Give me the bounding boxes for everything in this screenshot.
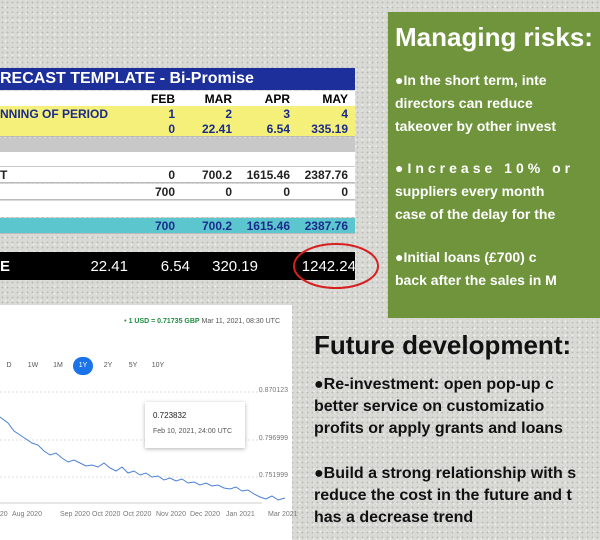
x-label: Sep 2020 xyxy=(60,511,90,518)
tooltip-date: Feb 10, 2021, 24:00 UTC xyxy=(153,428,232,435)
tooltip-value: 0.723832 xyxy=(153,411,187,420)
blank-row xyxy=(0,201,355,217)
y-label: 0.870123 xyxy=(258,387,288,394)
cell: 2387.76 xyxy=(304,219,348,233)
cell: 4 xyxy=(341,107,348,121)
range-button[interactable]: 5Y xyxy=(128,362,138,369)
cell: 0 xyxy=(225,185,232,199)
cell: 700 xyxy=(154,185,175,199)
highlight-circle xyxy=(293,243,379,289)
x-label: Aug 2020 xyxy=(12,511,42,518)
row-label: T xyxy=(0,168,8,182)
cell: 700.2 xyxy=(201,219,232,233)
future-line: has a decrease trend xyxy=(314,509,474,526)
future-line: ●Build a strong relationship with s xyxy=(314,465,577,482)
cell: 700.2 xyxy=(201,168,232,182)
x-label: Oct 2020 xyxy=(92,511,121,518)
cell: 6.54 xyxy=(266,122,290,136)
sheet-row: 0 22.41 6.54 335.19 xyxy=(0,121,355,137)
rate-time: Mar 11, 2021, 08:30 UTC xyxy=(201,318,280,325)
risk-line: back after the sales in M xyxy=(395,272,557,288)
month-row: FEB MAR APR MAY xyxy=(0,91,355,106)
month: MAR xyxy=(204,92,232,106)
future-line: reduce the cost in the future and t xyxy=(314,487,572,504)
y-label: 0.751999 xyxy=(258,472,288,479)
x-label: Oct 2020 xyxy=(123,511,152,518)
sheet-title: RECAST TEMPLATE - Bi-Promise xyxy=(0,70,254,87)
risk-line: ●Increase 10% or xyxy=(395,160,575,176)
risk-line: case of the delay for the xyxy=(395,206,556,222)
rate-quote: 1 USD = 0.71735 GBP xyxy=(128,318,200,325)
summary-cell: 1242.24 xyxy=(301,258,356,275)
future-line: ●Re-investment: open pop-up c xyxy=(314,376,554,393)
range-button[interactable]: D xyxy=(6,362,12,369)
x-label: Jan 2021 xyxy=(226,511,255,518)
sheet-row: 700 0 0 0 xyxy=(0,184,355,200)
summary-cell: 6.54 xyxy=(160,258,190,275)
blank-row xyxy=(0,152,355,167)
range-button[interactable]: 2Y xyxy=(103,362,113,369)
cell: 0 xyxy=(168,168,175,182)
range-button[interactable]: 1Y xyxy=(73,357,93,375)
range-button[interactable]: 1W xyxy=(27,362,39,369)
x-label: Nov 2020 xyxy=(156,511,186,518)
month: FEB xyxy=(151,92,175,106)
risk-line: ●Initial loans (£700) c xyxy=(395,249,537,265)
rate-line xyxy=(0,416,286,501)
x-label: Dec 2020 xyxy=(190,511,220,518)
summary-bar xyxy=(0,252,355,280)
cell: 2 xyxy=(225,107,232,121)
risk-line: ●In the short term, inte xyxy=(395,72,547,88)
summary-cell: 320.19 xyxy=(212,258,258,275)
cell: 0 xyxy=(168,122,175,136)
rate-header: • 1 USD = 0.71735 GBP Mar 11, 2021, 08:3… xyxy=(124,318,280,325)
cell: 22.41 xyxy=(201,122,232,136)
month: MAY xyxy=(322,92,348,106)
risk-line: directors can reduce xyxy=(395,95,533,111)
future-line: profits or apply grants and loans xyxy=(314,420,563,437)
range-button[interactable]: 10Y xyxy=(151,362,165,369)
risk-box: Managing risks: ●In the short term, inte… xyxy=(388,12,600,318)
y-label: 0.796999 xyxy=(258,435,288,442)
cell: 0 xyxy=(341,185,348,199)
cell: 1 xyxy=(168,107,175,121)
x-label: Mar 2021 xyxy=(268,511,298,518)
risk-line: takeover by other invest xyxy=(395,118,557,134)
summary-label: E xyxy=(0,258,11,275)
sheet-row: T 0 700.2 1615.46 2387.76 xyxy=(0,167,355,183)
sheet-row: NNING OF PERIOD 1 2 3 4 xyxy=(0,106,355,122)
sheet-header xyxy=(0,68,355,90)
gray-row xyxy=(0,138,355,152)
summary-cell: 22.41 xyxy=(90,258,128,275)
cell: 700 xyxy=(154,219,175,233)
cell: 2387.76 xyxy=(304,168,348,182)
cell: 0 xyxy=(283,185,290,199)
cell: 1615.46 xyxy=(246,219,290,233)
future-line: better service on customizatio xyxy=(314,398,545,415)
risk-title: Managing risks: xyxy=(395,22,593,52)
month: APR xyxy=(264,92,290,106)
tooltip: 0.723832 Feb 10, 2021, 24:00 UTC xyxy=(145,402,245,448)
cell: 1615.46 xyxy=(246,168,290,182)
risk-line: suppliers every month xyxy=(395,183,545,199)
x-label: 020 xyxy=(0,511,8,518)
cell: 335.19 xyxy=(311,122,348,136)
future-title: Future development: xyxy=(314,330,572,360)
row-label: NNING OF PERIOD xyxy=(0,107,109,121)
rate-plot xyxy=(0,391,286,504)
rate-chart: • 1 USD = 0.71735 GBP Mar 11, 2021, 08:3… xyxy=(0,305,298,540)
range-button[interactable]: 1M xyxy=(53,362,63,369)
cell: 3 xyxy=(283,107,290,121)
sheet-row: 700 700.2 1615.46 2387.76 xyxy=(0,218,355,234)
